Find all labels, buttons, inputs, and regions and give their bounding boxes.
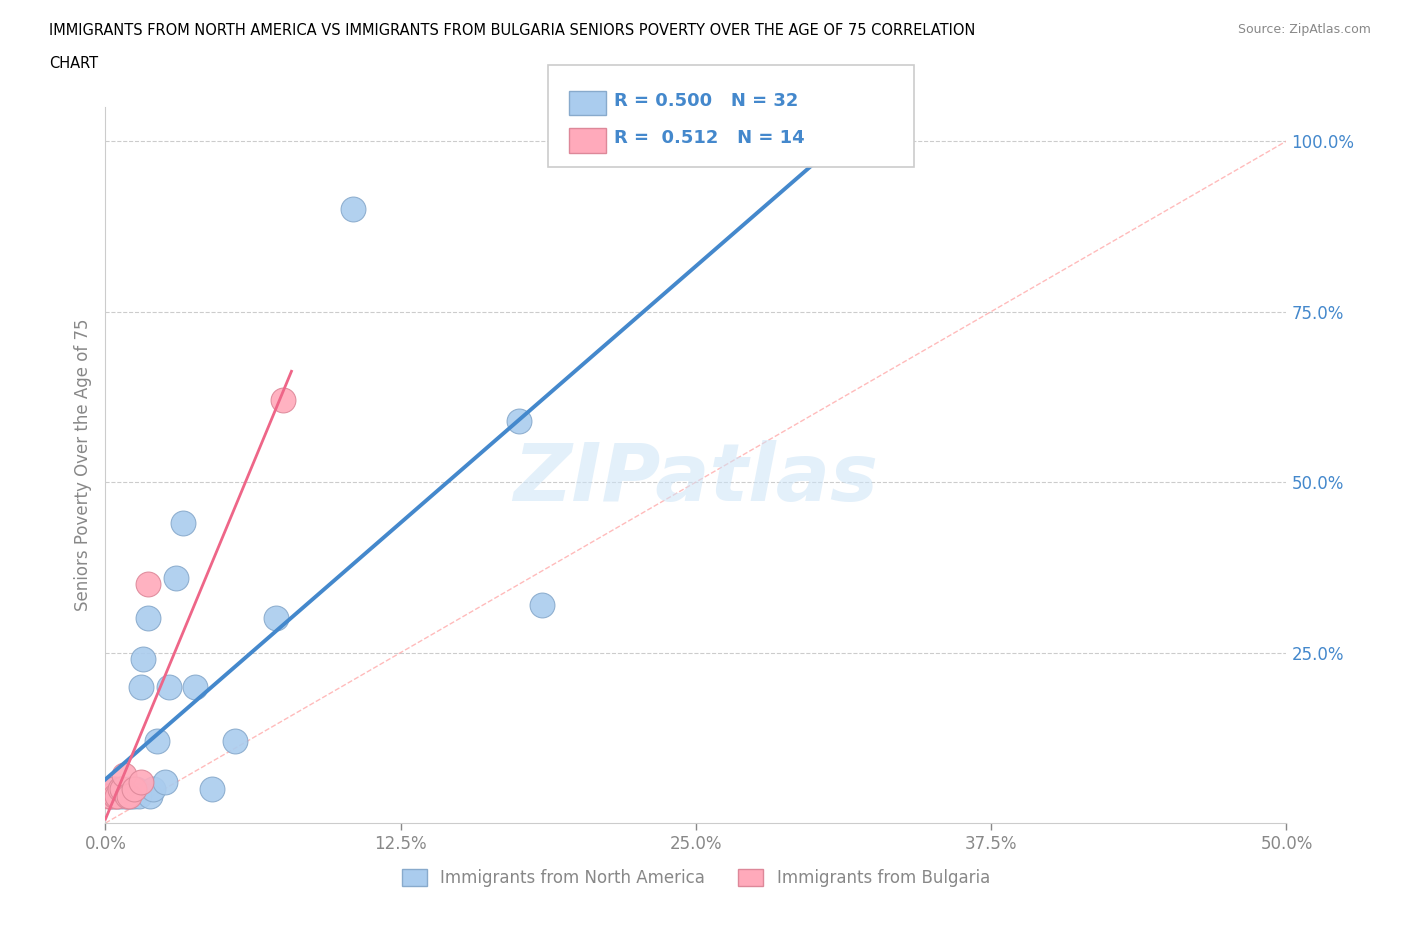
Point: [115, 789, 138, 804]
Point: [98, 789, 121, 804]
Point: [132, 652, 155, 667]
Point: [122, 781, 145, 796]
Point: [120, 789, 142, 804]
Point: [531, 597, 554, 612]
Point: [118, 789, 141, 804]
Point: [271, 392, 294, 407]
Point: [105, 789, 128, 804]
Point: [98, 789, 121, 804]
Point: [118, 781, 141, 796]
Point: [97, 789, 120, 804]
Point: [111, 781, 134, 796]
Point: [129, 679, 152, 694]
Point: [105, 789, 128, 804]
Point: [104, 781, 127, 796]
Point: [122, 789, 145, 804]
Point: [129, 775, 152, 790]
Point: [112, 768, 135, 783]
Point: [136, 611, 159, 626]
Point: [108, 781, 131, 796]
Point: [224, 734, 246, 749]
Text: CHART: CHART: [49, 56, 98, 71]
Point: [201, 781, 224, 796]
Point: [184, 679, 207, 694]
Point: [111, 781, 134, 796]
Point: [108, 789, 131, 804]
Point: [136, 577, 159, 591]
Point: [101, 789, 124, 804]
Point: [146, 734, 169, 749]
Point: [157, 679, 180, 694]
Point: [115, 789, 138, 804]
Text: R = 0.500   N = 32: R = 0.500 N = 32: [614, 92, 799, 110]
Point: [172, 515, 194, 530]
Text: Source: ZipAtlas.com: Source: ZipAtlas.com: [1237, 23, 1371, 36]
Point: [264, 611, 287, 626]
Point: [508, 413, 530, 428]
Y-axis label: Seniors Poverty Over the Age of 75: Seniors Poverty Over the Age of 75: [73, 319, 91, 611]
Point: [142, 781, 165, 796]
Text: IMMIGRANTS FROM NORTH AMERICA VS IMMIGRANTS FROM BULGARIA SENIORS POVERTY OVER T: IMMIGRANTS FROM NORTH AMERICA VS IMMIGRA…: [49, 23, 976, 38]
Text: ZIPatlas: ZIPatlas: [513, 440, 879, 518]
Point: [101, 781, 124, 796]
Point: [165, 570, 187, 585]
Point: [128, 789, 150, 804]
Point: [125, 781, 148, 796]
Point: [112, 789, 135, 804]
Point: [104, 789, 127, 804]
Text: R =  0.512   N = 14: R = 0.512 N = 14: [614, 129, 806, 147]
Point: [153, 775, 176, 790]
Point: [122, 781, 145, 796]
Legend: Immigrants from North America, Immigrants from Bulgaria: Immigrants from North America, Immigrant…: [395, 862, 997, 894]
Point: [342, 202, 364, 217]
Point: [118, 789, 141, 804]
Point: [139, 789, 162, 804]
